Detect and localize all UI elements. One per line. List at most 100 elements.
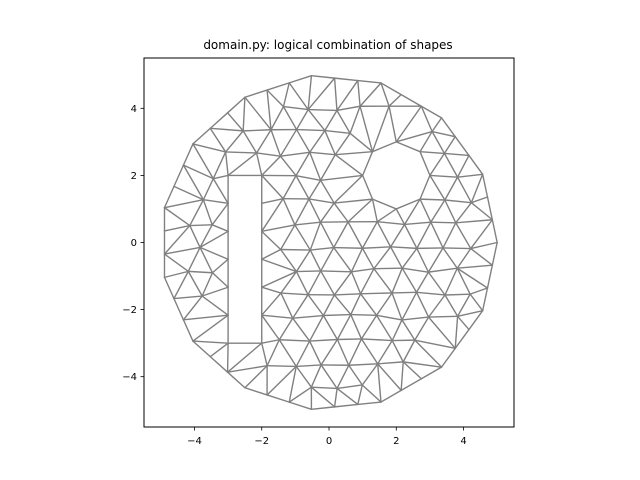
mesh-edge xyxy=(391,292,403,321)
mesh-edge xyxy=(310,386,336,408)
mesh-edge xyxy=(266,365,297,368)
mesh-edge xyxy=(377,363,382,403)
mesh-edge xyxy=(295,364,322,368)
mesh-edge xyxy=(211,202,229,226)
mesh-edge xyxy=(491,219,498,244)
mesh-edge xyxy=(261,342,268,367)
mesh-edge xyxy=(470,201,494,221)
mesh-edge xyxy=(336,313,352,341)
mesh-edge xyxy=(391,319,403,342)
mesh-edge xyxy=(357,401,382,406)
mesh-edge xyxy=(310,406,336,411)
mesh-edge xyxy=(333,403,359,408)
mesh-edge xyxy=(261,197,284,233)
mesh-edge xyxy=(201,272,214,297)
mesh-edge xyxy=(389,223,406,248)
mesh-edge xyxy=(357,384,363,406)
mesh-edge xyxy=(295,270,309,296)
mesh-edge xyxy=(279,224,296,251)
mesh-edge xyxy=(244,387,268,396)
mesh-edge xyxy=(309,129,326,153)
mesh-edge xyxy=(322,314,339,341)
chart-title: domain.py: logical combination of shapes xyxy=(203,38,452,52)
mesh-edge xyxy=(401,267,430,273)
mesh-edge xyxy=(307,77,336,111)
mesh-edge xyxy=(377,339,393,365)
mesh-edge xyxy=(357,79,382,84)
mesh-edge xyxy=(244,365,268,389)
mesh-edge xyxy=(455,222,472,250)
mesh-edge xyxy=(419,150,431,177)
mesh-edge xyxy=(270,129,282,157)
mesh-edge xyxy=(456,176,473,204)
mesh-edge xyxy=(182,295,203,321)
mesh-edge xyxy=(324,129,351,135)
mesh-edge xyxy=(212,177,229,205)
mesh-edge xyxy=(294,221,322,226)
mesh-edge xyxy=(336,79,359,112)
mesh-edge xyxy=(212,151,227,180)
mesh-edge xyxy=(431,130,456,138)
mesh-edge xyxy=(209,127,244,132)
mesh-edge xyxy=(320,270,336,296)
mesh-edge xyxy=(319,221,335,249)
mesh-edge xyxy=(444,294,459,317)
mesh-edge xyxy=(401,319,416,341)
mesh-edge xyxy=(350,313,378,317)
mesh-edge xyxy=(333,77,359,82)
mesh-edge xyxy=(261,224,296,233)
mesh-edge xyxy=(333,246,353,273)
mesh-edge xyxy=(469,287,489,295)
mesh-edge xyxy=(319,179,335,204)
mesh-edge xyxy=(242,129,272,132)
mesh-edge xyxy=(209,355,229,373)
mesh-edge xyxy=(395,141,421,153)
mesh-edge xyxy=(309,151,322,181)
mesh-edge xyxy=(416,247,430,273)
mesh-edge xyxy=(350,293,362,316)
mesh-layer xyxy=(163,74,498,411)
mesh-edge xyxy=(402,361,423,380)
x-tick-label: −2 xyxy=(254,436,269,447)
mesh-edge xyxy=(192,340,229,344)
mesh-edge xyxy=(192,314,229,342)
mesh-edge xyxy=(454,135,470,157)
mesh-edge xyxy=(163,224,191,255)
mesh-edge xyxy=(308,179,322,200)
mesh-edge xyxy=(454,328,470,350)
mesh-edge xyxy=(403,221,432,226)
mesh-edge xyxy=(371,141,397,153)
mesh-edge xyxy=(431,117,443,133)
mesh-edge xyxy=(388,93,402,107)
mesh-edge xyxy=(336,105,361,112)
mesh-edge xyxy=(320,364,338,390)
mesh-edge xyxy=(377,363,402,392)
mesh-edge xyxy=(333,294,352,316)
mesh-edge xyxy=(357,79,361,107)
mesh-edge xyxy=(226,342,229,373)
mesh-edge xyxy=(261,197,284,205)
mesh-edge xyxy=(415,291,430,318)
mesh-edge xyxy=(292,317,311,342)
mesh-edge xyxy=(375,292,393,317)
y-tick-label: −2 xyxy=(122,305,137,316)
mesh-edge xyxy=(349,132,374,153)
mesh-edge xyxy=(226,112,244,132)
mesh-edge xyxy=(255,129,272,154)
mesh-edge xyxy=(348,338,363,366)
mesh-edge xyxy=(309,249,322,272)
mesh-edge xyxy=(444,267,458,296)
mesh-edge xyxy=(491,241,498,266)
mesh-edge xyxy=(336,364,350,390)
mesh-edge xyxy=(192,143,214,180)
mesh-edge xyxy=(444,199,473,204)
mesh-edge xyxy=(395,130,433,143)
mesh-edge xyxy=(163,199,205,209)
mesh-edge xyxy=(307,293,325,317)
mesh-edge xyxy=(192,143,227,153)
mesh-edge xyxy=(294,224,311,251)
mesh-edge xyxy=(444,176,459,201)
mesh-edge xyxy=(295,174,310,200)
mesh-edge xyxy=(391,291,418,294)
